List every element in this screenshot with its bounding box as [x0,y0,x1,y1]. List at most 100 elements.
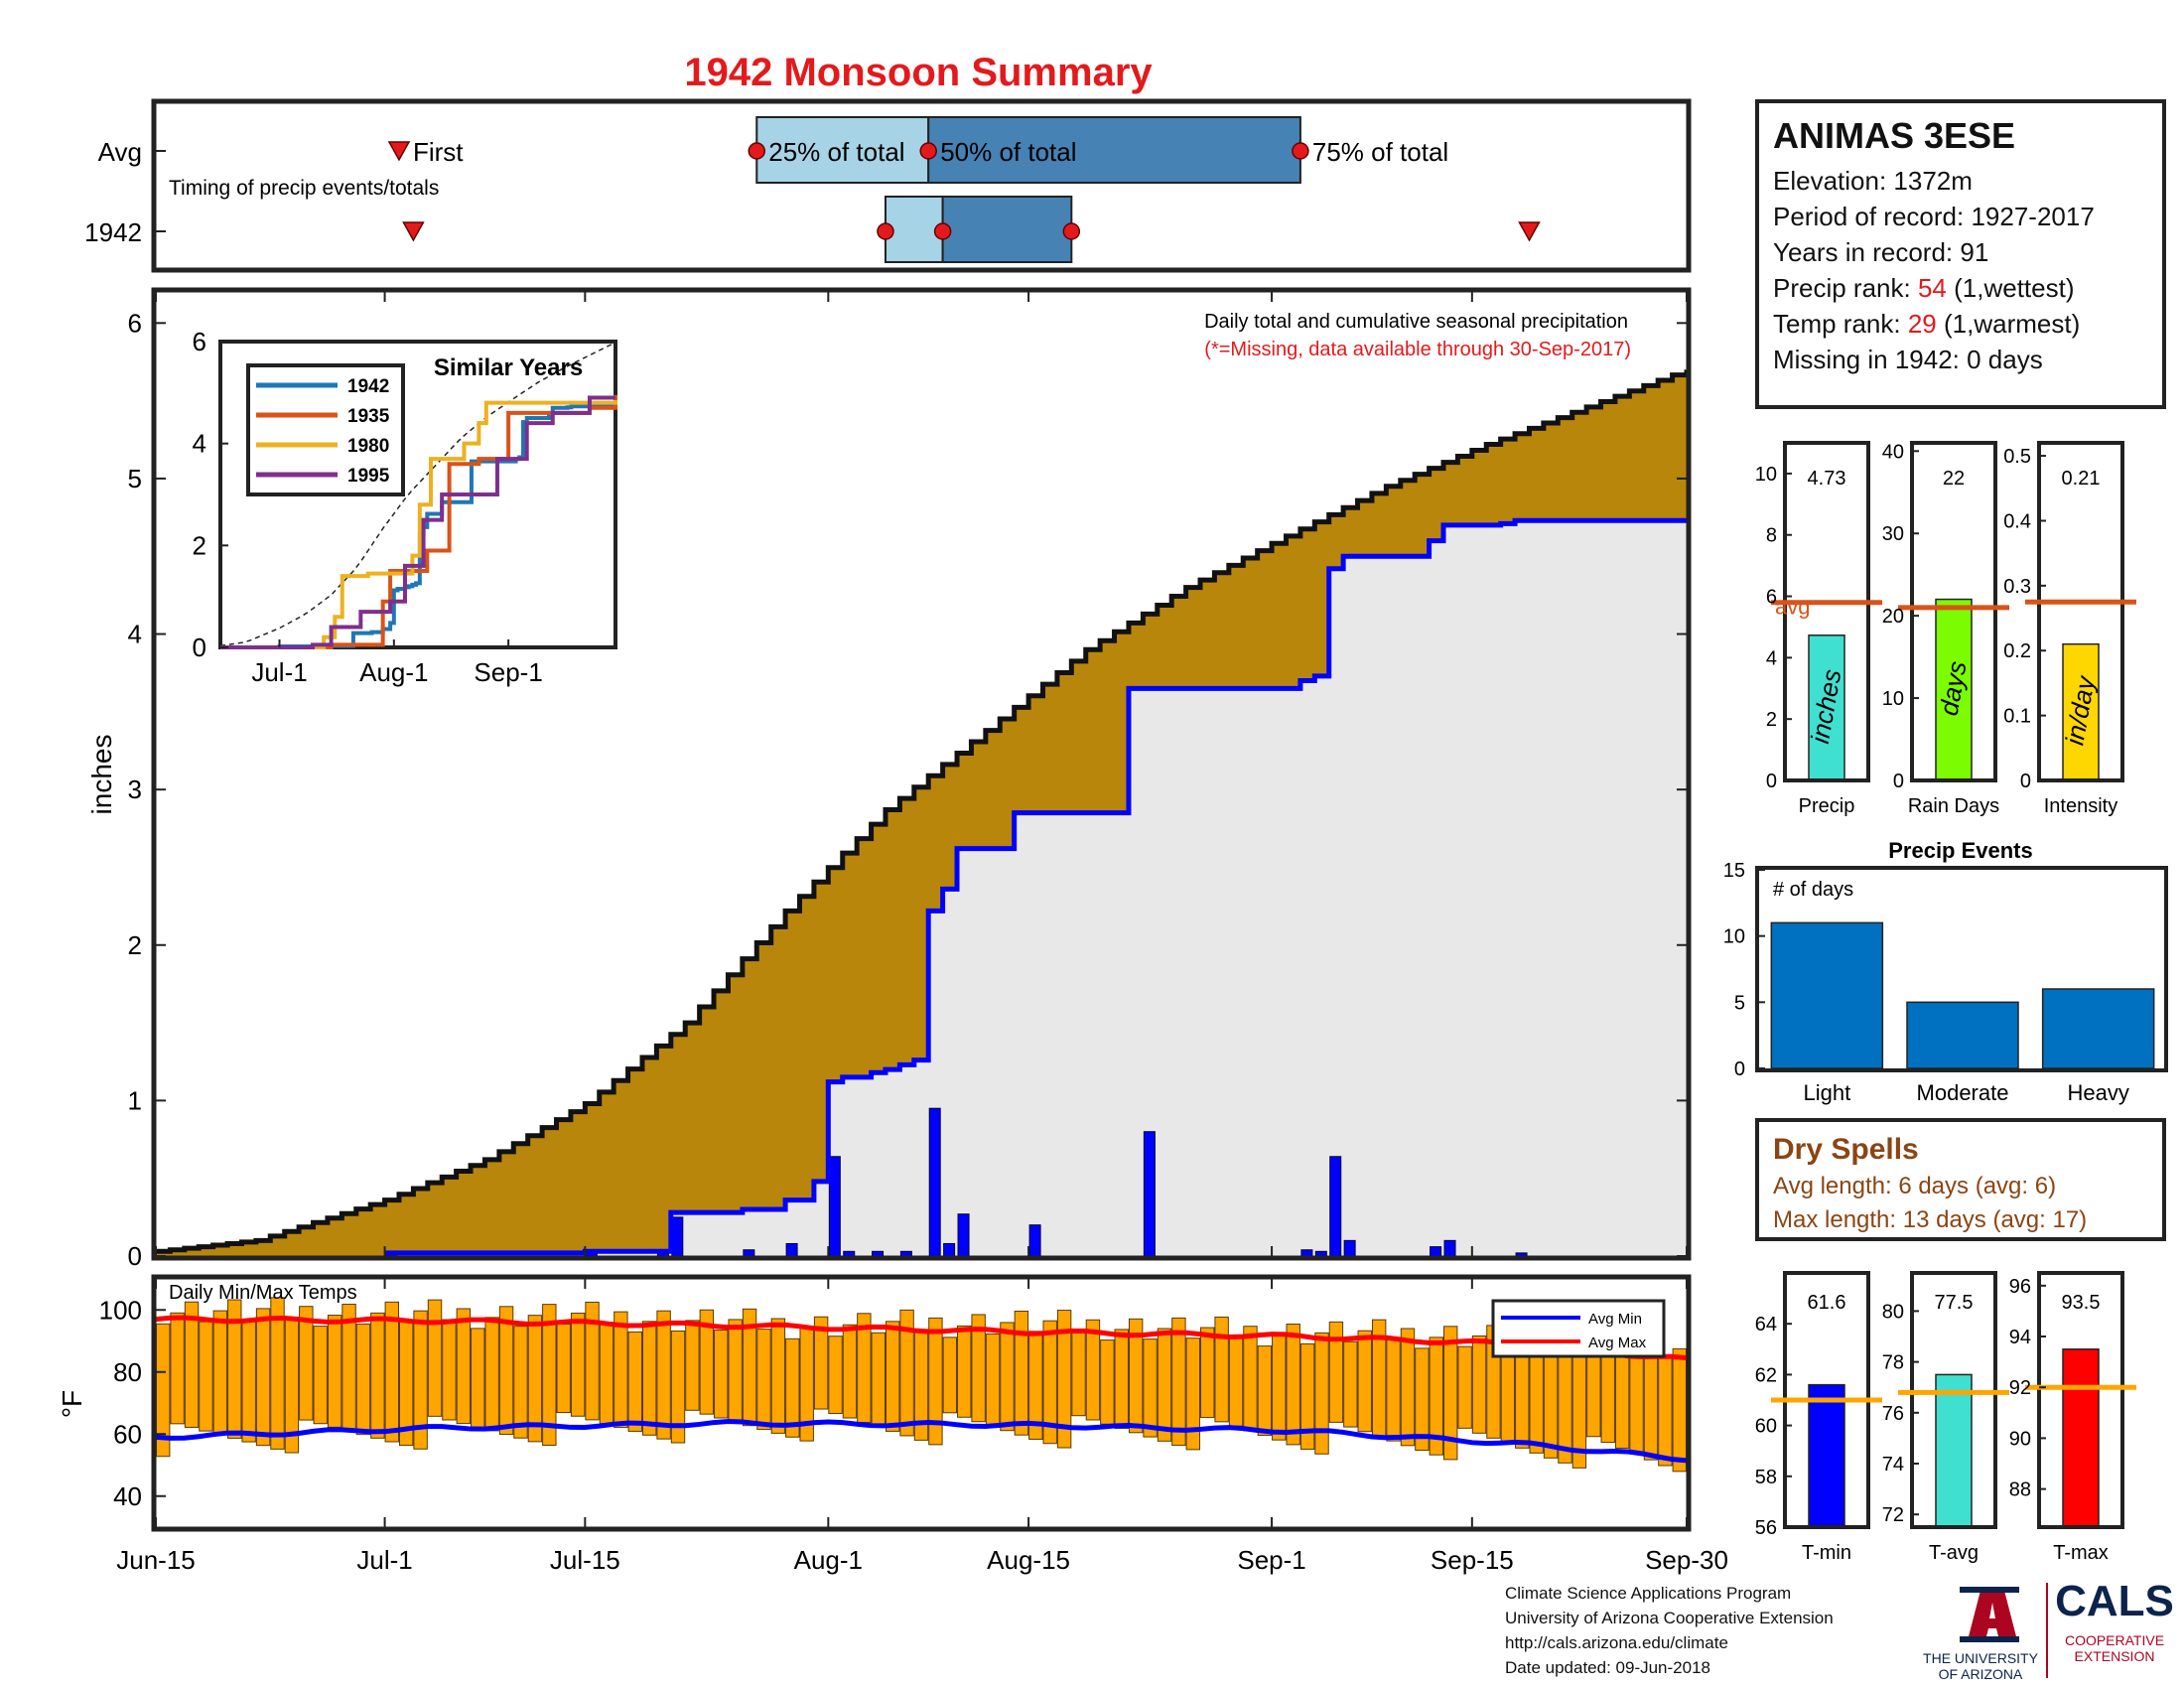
temp-summary-xlabel: T-min [1802,1542,1851,1564]
temp-bar [1014,1311,1029,1436]
year-last-marker [1518,221,1541,242]
temp-bar [1543,1343,1559,1459]
small-bar-tick-label: 10 [1755,464,1777,486]
daily-precip-bar [1430,1246,1442,1257]
station-precip-rank: Precip rank: 54 (1,wettest) [1773,270,2148,306]
temp-bar [542,1304,557,1446]
temp-summary-tick-label: 76 [1882,1403,1904,1425]
event-bar-heavy [2041,988,2155,1069]
small-bar-value [1808,634,1845,781]
temp-summary-frame [1910,1271,1997,1529]
avg-25-50-box [755,116,930,184]
temp-bar [1114,1329,1129,1430]
inset-legend-label: 1980 [347,436,389,457]
temp-summary-tick-label: 60 [1755,1416,1777,1438]
avg-min-line [155,1418,1688,1464]
event-ytick-label: 10 [1723,926,1745,948]
event-ytick-label: 0 [1734,1058,1745,1080]
temp-bar [1400,1328,1416,1447]
temp-summary-tick-label: 90 [2009,1428,2031,1450]
temp-summary-tick-label: 94 [2009,1327,2031,1348]
years-label: Years in record: [1773,237,1954,267]
event-category-label: Heavy [2067,1080,2128,1105]
temp-summary-tick-label: 64 [1755,1314,1777,1336]
small-bar-tick-label: 0 [2020,771,2031,792]
small-bar-tick-label: 2 [1766,709,1777,731]
dry-spells-max: Max length: 13 days (avg: 17) [1773,1206,2088,1233]
inset-ytick-label: 2 [193,530,206,560]
avg-p75-marker [1292,142,1309,160]
temp-summary-tick-label: 96 [2009,1276,2031,1298]
temp-bar [1314,1332,1329,1455]
missing-value: 0 days [1967,345,2043,374]
inset-series-1980 [220,400,617,649]
temp-bar [427,1299,443,1417]
footer-line-1: Climate Science Applications Program [1505,1584,1792,1603]
inset-xtick-label: Aug-1 [359,657,428,687]
small-bar-tick-label: 0 [1893,771,1904,792]
dry-spells-title: Dry Spells [1773,1133,1919,1166]
small-bar-frame [2037,441,2124,782]
temp-bar [327,1315,342,1428]
temp-bar [227,1299,242,1439]
year-25-50-box [884,196,944,263]
first-label: First [413,137,464,167]
similar-years-inset: 0 2 4 6 Jul-1 Aug-1 Sep-1 Similar Years 1942 19… [193,327,617,687]
daily-precip-bar [1143,1131,1156,1257]
year-cumulative-line [384,517,1687,1256]
inset-legend-label: 1935 [347,406,390,427]
precip-caption-1: Daily total and cumulative seasonal prec… [1204,311,1628,333]
temp-bar [556,1324,571,1414]
temp-summary-t-avg: 72 74 76 78 80 77.5 T-avg [1882,1271,2009,1564]
temp-bar [255,1308,271,1447]
small-bar-tick-label: 0.1 [2003,706,2031,728]
daily-precip-bar [1028,1224,1041,1257]
temp-summary-tick-label: 80 [1882,1301,1904,1323]
inset-legend-label: 1942 [347,376,389,397]
x-tick-label: Sep-30 [1645,1545,1728,1575]
temp-bar [270,1297,285,1450]
precip-plot: 0 1 2 3 4 5 6 inches Daily total and cumulativ… [86,287,1692,1271]
precip-events-chart: Precip Events Light Moderate Heavy 0 5 10 15 #… [1723,838,2168,1105]
small-bar-tick-label: 10 [1882,688,1904,710]
x-tick-label: Sep-1 [1237,1545,1305,1575]
temps-ylabel: °F [57,1390,87,1418]
temp-bar [828,1336,843,1415]
temp-bar [599,1322,614,1425]
temp-summary-bar [2062,1348,2100,1528]
temp-bar [742,1308,757,1427]
small-bar-avg-label: avg [1775,595,1810,620]
elevation-label: Elevation: [1773,166,1887,196]
daily-precip-bar [957,1213,970,1257]
chart-title: 1942 Monsoon Summary [684,51,1153,94]
temp-bar [1042,1320,1057,1445]
inset-title: Similar Years [434,354,583,381]
daily-precip-bar [872,1250,885,1257]
year-50-75-box [941,196,1073,263]
daily-precip-bar [943,1242,956,1257]
cals-line-2: EXTENSION [2074,1648,2155,1664]
temp-bar [1056,1310,1072,1449]
temp-bar [685,1320,700,1411]
small-bar-tick-label: 0.5 [2003,446,2031,468]
small-bar-tick-label: 0.2 [2003,640,2031,662]
precip-rank-note: (1,wettest) [1954,273,2075,303]
precip-ytick-label: 4 [128,620,142,649]
small-bar-tick-label: 20 [1882,606,1904,628]
temp-bar [1071,1330,1086,1417]
event-bar-moderate [1906,1001,2019,1069]
temp-summary-tick-label: 88 [2009,1479,2031,1501]
pct25-label: 25% of total [768,137,904,167]
x-tick-label: Aug-15 [987,1545,1070,1575]
temp-bar [985,1333,1001,1427]
temp-bar [355,1323,371,1436]
precip-ytick-label: 2 [128,930,142,960]
temp-ytick-label: 60 [113,1419,142,1449]
temp-summary-bar [1935,1373,1973,1528]
event-category-label: Moderate [1917,1080,2009,1105]
temp-ytick-label: 80 [113,1357,142,1387]
temp-bar [1658,1357,1673,1467]
timing-row-label-year: 1942 [84,217,142,247]
